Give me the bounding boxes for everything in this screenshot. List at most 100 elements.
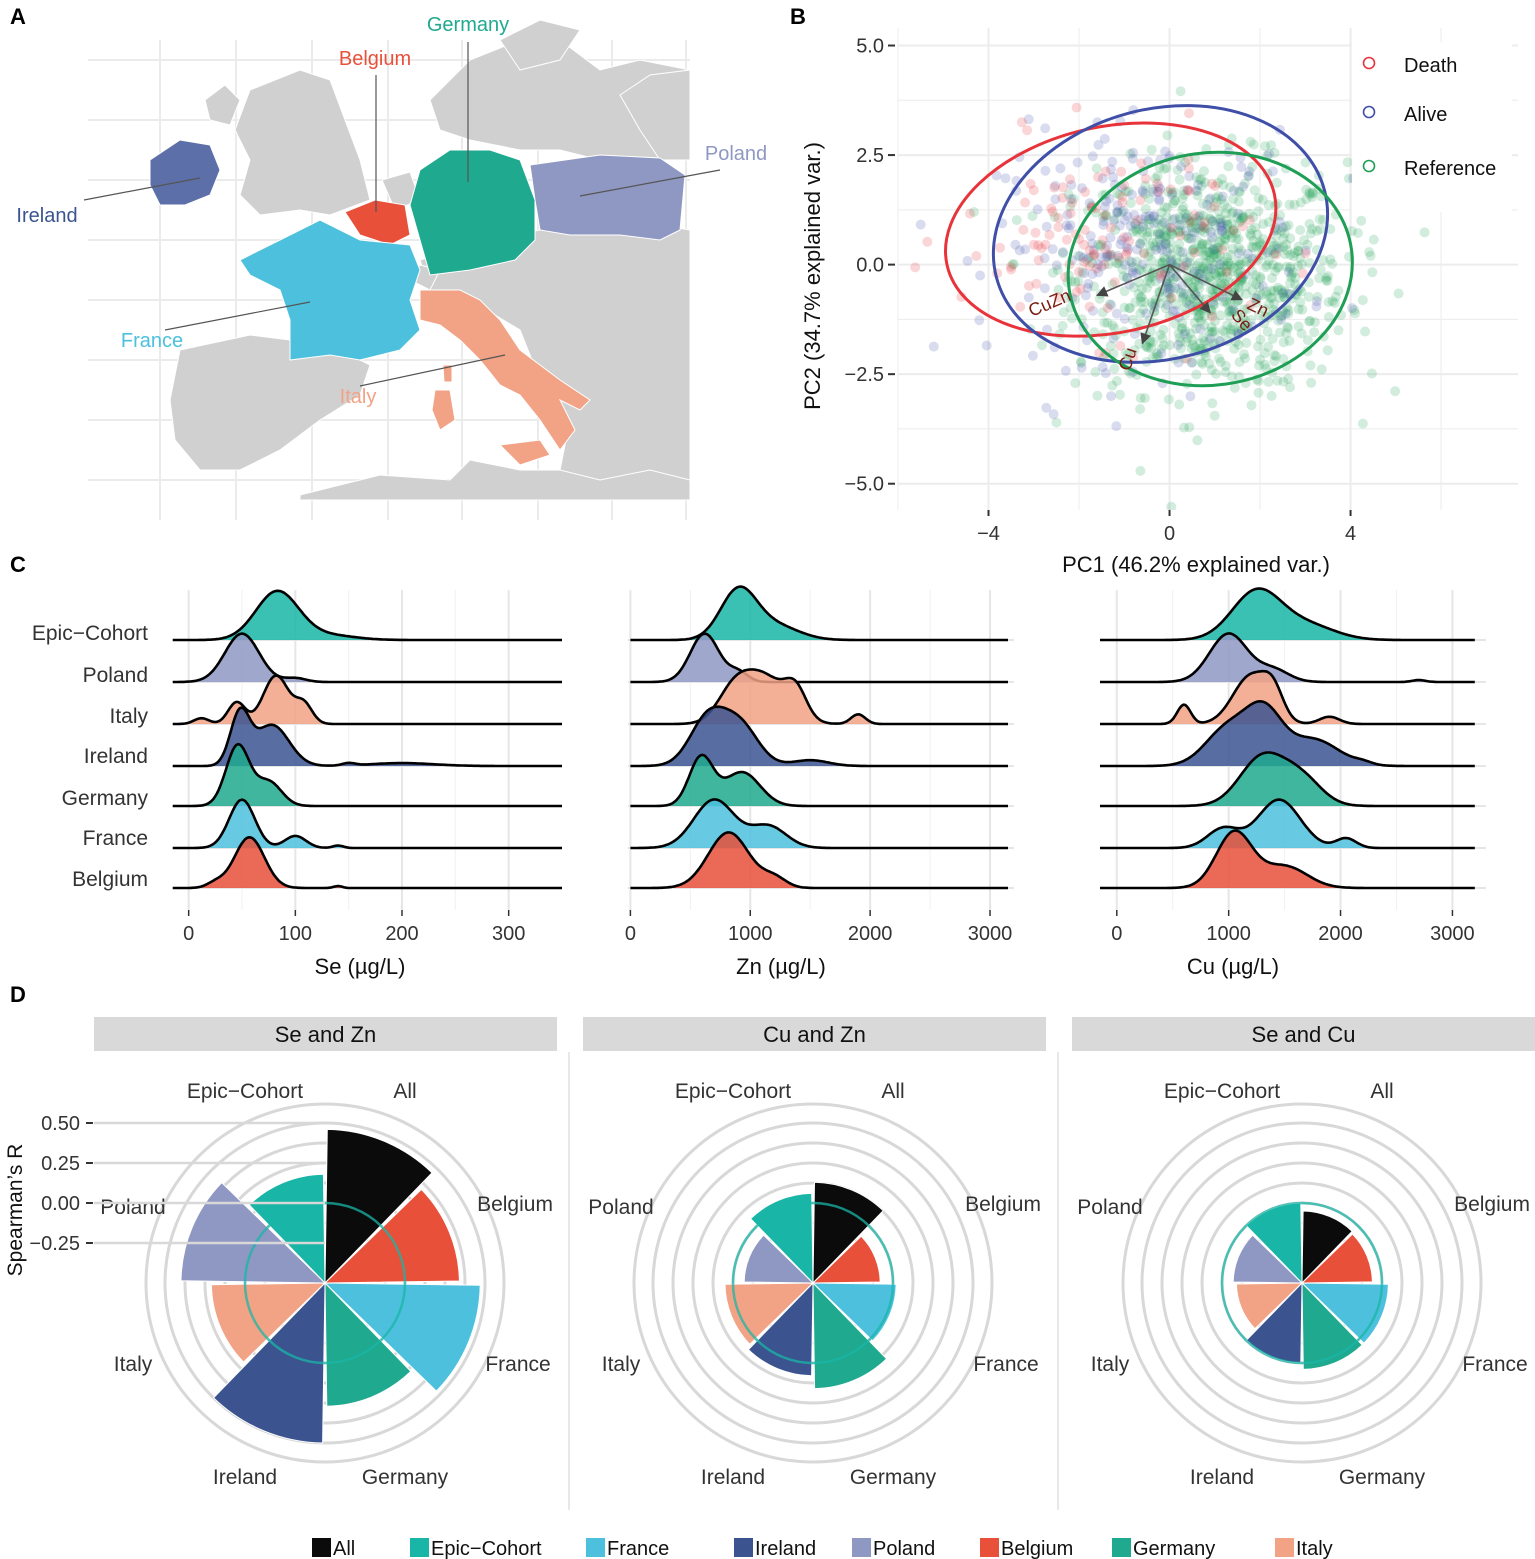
pca-point-alive	[1122, 272, 1133, 283]
pca-point-reference	[1302, 335, 1313, 346]
pca-point-reference	[1273, 285, 1283, 296]
pca-point-reference	[1289, 199, 1300, 210]
pca-point-reference	[1222, 271, 1233, 282]
pca-point-reference	[1284, 336, 1295, 346]
pca-point-reference	[1352, 228, 1363, 238]
pca-point-reference	[1109, 323, 1120, 334]
pca-point-death	[1199, 217, 1210, 228]
pca-point-reference	[1209, 410, 1220, 421]
pca-point-alive	[1195, 268, 1206, 279]
pca-point-reference	[1321, 275, 1332, 286]
pca-point-reference	[1279, 292, 1290, 303]
pca-point-reference	[1272, 262, 1283, 273]
pca-point-reference	[1197, 261, 1208, 272]
pca-point-reference	[1225, 324, 1236, 335]
pca-point-reference	[1301, 184, 1312, 195]
pca-point-alive	[1075, 251, 1086, 262]
pca-point-alive	[1283, 266, 1294, 277]
pca-point-alive	[1267, 166, 1278, 177]
pca-point-reference	[1167, 229, 1178, 240]
pca-point-reference	[1217, 271, 1228, 282]
pca-point-reference	[1327, 258, 1338, 269]
pca-point-reference	[1288, 267, 1299, 278]
polar-y-tick-label: 0.50	[41, 1113, 80, 1135]
pca-point-reference	[1177, 204, 1188, 215]
pca-point-reference	[1295, 225, 1306, 236]
pca-point-reference	[1160, 303, 1171, 314]
pca-point-reference	[1271, 230, 1282, 241]
pca-point-alive	[1202, 199, 1213, 210]
pca-point-death	[1128, 352, 1139, 363]
pca-point-reference	[1140, 180, 1151, 191]
pca-point-reference	[1073, 276, 1084, 287]
pca-point-reference	[1315, 264, 1326, 275]
pca-point-alive	[1205, 333, 1216, 344]
pca-point-reference	[1214, 267, 1224, 278]
pca-point-reference	[1333, 325, 1344, 336]
pca-point-death	[1064, 174, 1075, 185]
pca-point-alive	[1195, 324, 1206, 335]
polar-bar-all	[1301, 1210, 1353, 1285]
pca-point-alive	[1066, 180, 1077, 190]
ridge-x-tick-label: 200	[385, 923, 418, 945]
pca-point-death	[1183, 185, 1194, 196]
pca-point-reference	[1286, 269, 1297, 280]
pca-point-reference	[1211, 368, 1221, 379]
pca-point-reference	[1167, 187, 1178, 198]
pca-loading-arrow-cuzn	[1096, 263, 1170, 297]
pca-point-reference	[1137, 235, 1148, 246]
pca-point-reference	[1282, 245, 1293, 256]
polar-legend-key-belgium	[980, 1538, 999, 1557]
pca-point-reference	[1228, 224, 1239, 235]
pca-point-reference	[1283, 323, 1294, 334]
ridge-line-italy	[1100, 669, 1475, 726]
pca-point-reference	[1075, 356, 1086, 367]
pca-point-reference	[1307, 192, 1317, 203]
pca-point-reference	[1258, 234, 1269, 244]
pca-point-alive	[1278, 287, 1289, 298]
pca-point-alive	[1176, 161, 1187, 172]
polar-reference-ring	[1220, 1201, 1384, 1365]
pca-point-alive	[1023, 292, 1034, 303]
pca-y-tick-label: −5.0	[845, 474, 884, 496]
pca-point-reference	[1174, 239, 1185, 249]
pca-point-reference	[1189, 317, 1200, 328]
pca-point-reference	[1161, 230, 1171, 241]
pca-point-reference	[1259, 304, 1270, 315]
pca-point-reference	[1134, 264, 1145, 275]
pca-point-reference	[1168, 198, 1179, 209]
pca-point-alive	[1152, 187, 1163, 197]
pca-point-reference	[1109, 214, 1120, 224]
pca-point-reference	[1266, 140, 1277, 151]
pca-point-reference	[1312, 225, 1322, 236]
pca-point-reference	[1204, 271, 1215, 282]
pca-point-alive	[1160, 238, 1171, 249]
pca-point-alive	[1180, 226, 1191, 237]
pca-point-reference	[1124, 303, 1135, 314]
pca-point-reference	[1067, 313, 1077, 324]
pca-point-alive	[1238, 181, 1249, 192]
pca-point-reference	[1245, 314, 1256, 325]
pca-point-reference	[1285, 272, 1296, 283]
pca-point-alive	[1154, 229, 1165, 240]
pca-point-alive	[1171, 271, 1182, 282]
polar-bar-france	[323, 1282, 481, 1392]
pca-point-reference	[1251, 297, 1262, 308]
ridge-area-germany	[172, 744, 562, 806]
pca-point-reference	[1259, 359, 1270, 370]
pca-point-reference	[1265, 292, 1276, 303]
pca-point-alive	[1162, 246, 1173, 257]
pca-point-reference	[1203, 273, 1214, 284]
pca-point-reference	[1254, 309, 1264, 320]
pca-point-reference	[1057, 320, 1068, 331]
pca-point-reference	[1277, 310, 1288, 321]
pca-point-alive	[1185, 391, 1196, 402]
pca-point-reference	[1208, 299, 1219, 310]
pca-point-alive	[1155, 273, 1166, 284]
pca-point-death	[1036, 243, 1047, 254]
pca-point-death	[910, 262, 921, 273]
pca-point-reference	[1172, 165, 1183, 176]
pca-point-death	[1057, 192, 1068, 203]
pca-point-reference	[1007, 259, 1018, 270]
pca-point-reference	[1274, 292, 1285, 303]
